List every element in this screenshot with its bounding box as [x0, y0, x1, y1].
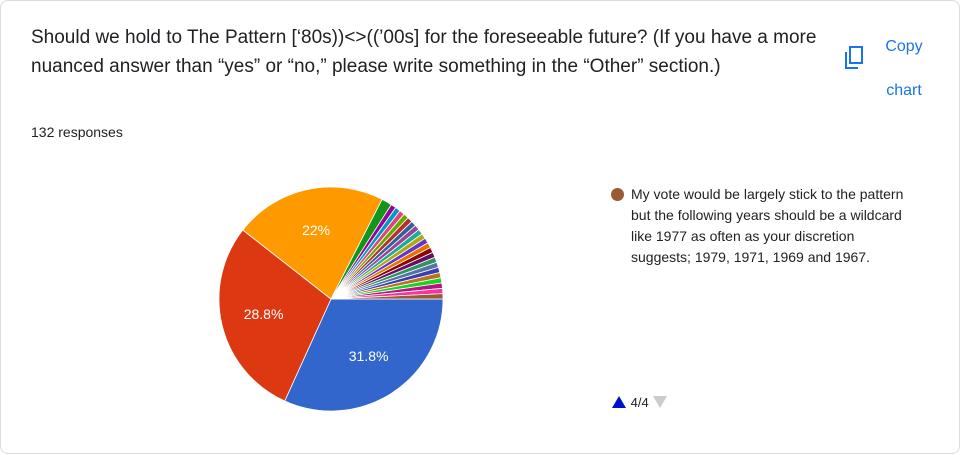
legend-label: My vote would be largely stick to the pa… [631, 186, 904, 265]
page-down[interactable] [652, 395, 668, 409]
page-indicator: 4/4 [630, 395, 649, 410]
question-title: Should we hold to The Pattern [‘80s))<>(… [31, 27, 817, 77]
pie-slice [330, 293, 444, 300]
pie-slice [218, 229, 332, 402]
pie-slice [242, 186, 383, 300]
legend-pagination: 4/4 [611, 395, 668, 410]
copy-icon[interactable] [843, 45, 865, 71]
legend: My vote would be largely stick to the pa… [611, 184, 911, 268]
slice-label: 28.8% [244, 306, 284, 322]
slice-label: 22% [302, 222, 330, 238]
response-count: 132 responses [31, 124, 123, 140]
slice-label: 31.8% [349, 348, 389, 364]
page-up[interactable] [611, 395, 627, 409]
pie-slice [284, 298, 444, 412]
copy-chart-button[interactable]: Copy chart [885, 38, 923, 99]
legend-swatch [611, 188, 624, 201]
